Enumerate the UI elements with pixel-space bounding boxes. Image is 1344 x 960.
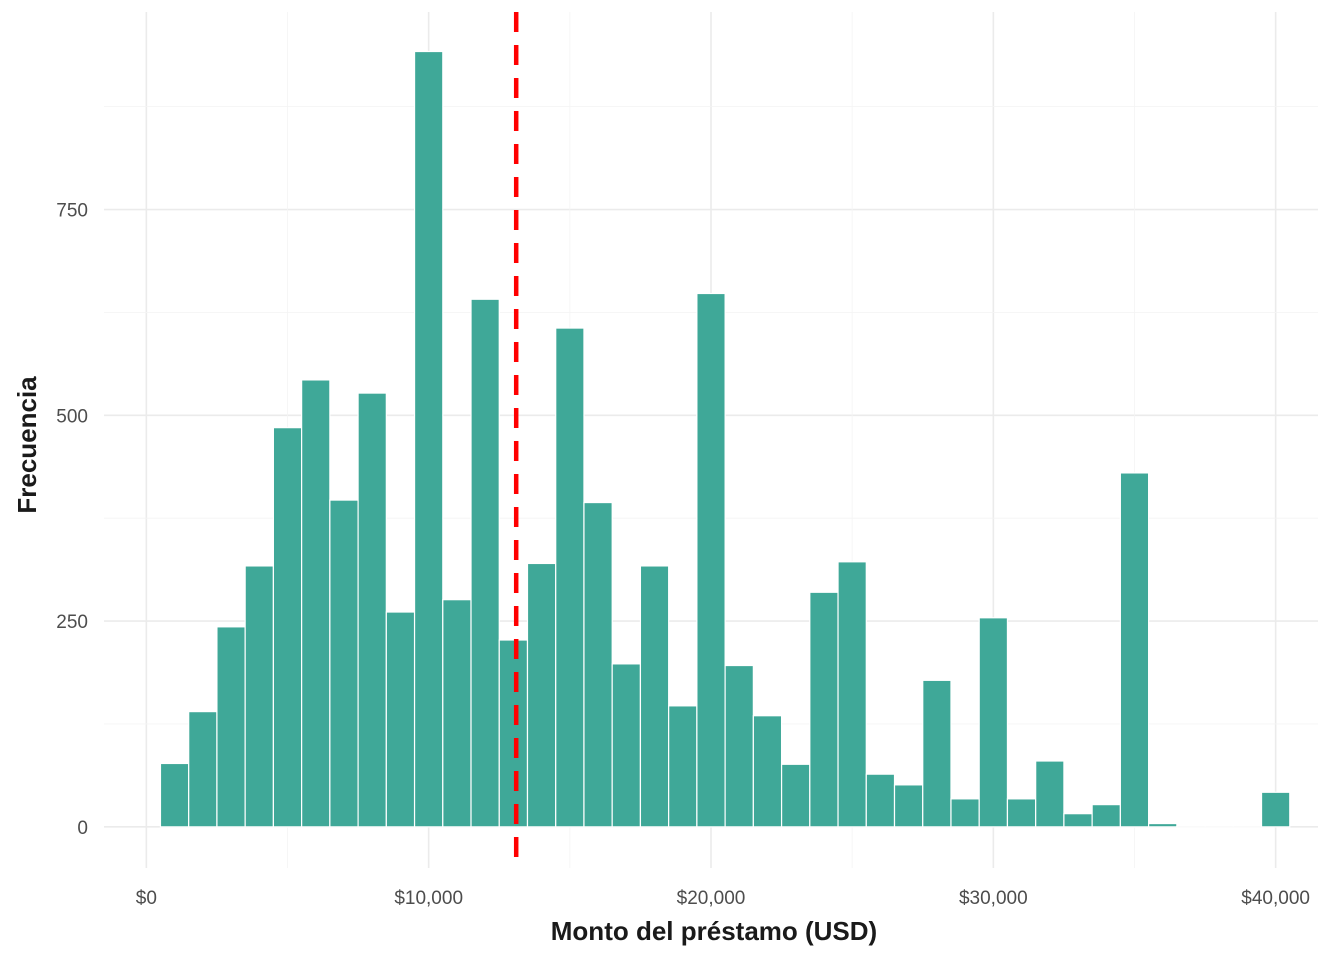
histogram-bar <box>555 327 585 828</box>
x-tick-label: $20,000 <box>677 888 746 909</box>
histogram-bar <box>865 773 896 828</box>
y-tick-label: 0 <box>77 818 88 839</box>
histogram-bar <box>1260 791 1291 828</box>
x-tick-label: $30,000 <box>959 888 1028 909</box>
histogram-bar <box>668 705 698 828</box>
histogram-bar <box>1063 813 1093 828</box>
y-tick-label: 250 <box>56 612 88 633</box>
histogram-bar <box>611 663 642 828</box>
histogram-bar <box>780 763 811 828</box>
histogram-bar <box>978 617 1009 828</box>
y-tick-label: 500 <box>56 406 88 427</box>
histogram-bar <box>950 798 980 828</box>
y-tick-label: 750 <box>56 201 88 222</box>
histogram-bar <box>272 427 303 828</box>
histogram-bar <box>724 664 754 828</box>
histogram-bar <box>1148 822 1178 828</box>
histogram-bar <box>301 379 331 828</box>
histogram-bar <box>159 762 190 828</box>
histogram-bar <box>893 784 924 828</box>
histogram-bar <box>837 561 867 828</box>
x-tick-label: $40,000 <box>1241 888 1310 909</box>
histogram-bar <box>244 565 274 828</box>
histogram-bar <box>752 715 783 828</box>
histogram-bar <box>696 292 726 828</box>
histogram-bar <box>470 298 500 828</box>
histogram-bar <box>809 591 839 828</box>
histogram-bar <box>639 565 670 828</box>
histogram-bar <box>1091 804 1121 828</box>
histogram-bar <box>526 562 557 828</box>
histogram-bar <box>498 639 529 828</box>
x-axis-title: Monto del préstamo (USD) <box>551 916 877 946</box>
histogram-bar <box>1119 472 1150 828</box>
y-tick-labels: 0 250 500 750 <box>56 201 88 839</box>
histogram-bar <box>1006 798 1037 828</box>
histogram-bar <box>188 711 218 828</box>
histogram-bar <box>413 50 444 828</box>
y-axis-title: Frecuencia <box>12 376 42 514</box>
x-tick-label: $10,000 <box>394 888 463 909</box>
histogram-bar <box>583 501 613 828</box>
histogram-bar <box>385 611 416 828</box>
histogram-bar <box>329 499 359 828</box>
histogram-bar <box>216 626 246 828</box>
x-tick-label: $0 <box>136 888 157 909</box>
bars <box>159 50 1291 828</box>
histogram-bar <box>357 392 387 828</box>
histogram-bar <box>442 599 472 828</box>
histogram-bar <box>922 679 952 828</box>
histogram-bar <box>1035 760 1065 828</box>
x-tick-labels: $0 $10,000 $20,000 $30,000 $40,000 <box>136 888 1310 909</box>
